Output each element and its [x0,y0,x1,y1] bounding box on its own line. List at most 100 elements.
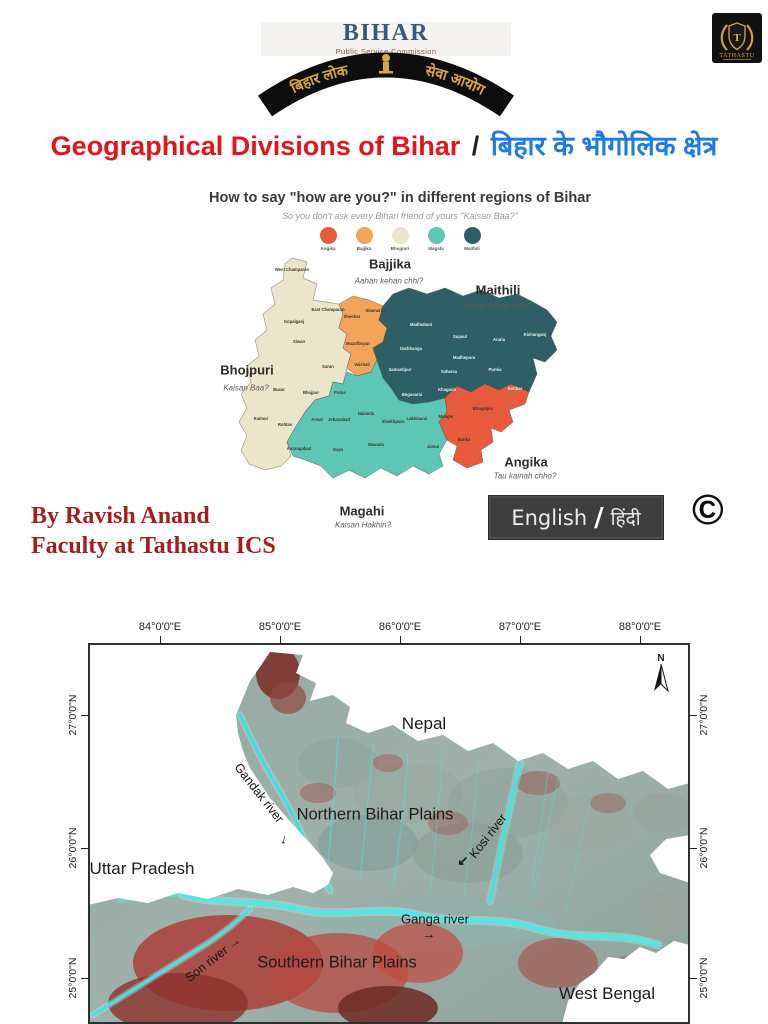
district-label: West Champaran [275,267,310,272]
district-label: Siwan [293,339,306,344]
label-uttar-pradesh: Uttar Pradesh [89,859,195,878]
region-phrase-angika: Tau kainah chho? [493,471,557,481]
x-tick-84E: 84°0'0"E [138,621,182,633]
y-tick-right-25N: 25°0'0"N [698,957,710,999]
laurel-wreath-icon [720,24,754,51]
north-label: N [657,653,664,664]
region-magahi [286,359,448,479]
author-line1: By Ravish Anand [31,503,210,529]
district-label: Begusarai [402,392,422,397]
district-label: Patna [334,390,346,395]
tathastu-monogram: T [733,32,741,44]
district-label: Gopalganj [284,319,304,324]
district-label: Sheikhpura [382,419,405,424]
label-southern-bihar-plains: Southern Bihar Plains [257,953,417,972]
legend-item: Bajjika [351,227,377,251]
legend-item: Magahi [423,227,449,251]
district-label: Jehanabad [328,417,350,422]
legend-color-dot [463,227,481,244]
legend-label: Bhojpuri [390,246,410,251]
district-label: Nawada [368,442,384,447]
district-label: Lakhisarai [407,416,428,421]
language-badge: English / हिंदी [488,495,664,540]
region-label-maithili: Maithili [475,282,521,298]
x-tick-mark [160,636,161,643]
y-tick-right-27N: 27°0'0"N [698,694,710,736]
y-tick-mark [81,848,88,849]
copyright-icon: © [692,486,724,534]
logo-background-band [261,22,511,56]
author-line2: Faculty at Tathastu ICS [31,533,276,559]
region-angika [438,383,530,469]
y-tick-mark [690,978,697,979]
page-title-separator: / [471,131,480,161]
legend-label: Bajjika [356,246,372,251]
district-label: Aurangabad [287,446,312,451]
bpsc-banner-arc: बिहार लोक सेवा आयोग [257,52,515,117]
figure-title: How to say "how are you?" in different r… [209,190,591,206]
x-tick-mark [640,636,641,643]
x-tick-88E: 88°0'0"E [618,621,662,633]
figure-subtitle: So you don't ask every Bihari friend of … [282,211,518,221]
y-tick-mark [690,715,697,716]
x-tick-85E: 85°0'0"E [258,621,302,633]
label-northern-bihar-plains: Northern Bihar Plains [296,805,454,824]
satellite-image [88,643,690,1024]
legend-item: Bhojpuri [387,227,413,251]
tathastu-name: TATHASTU [719,53,754,59]
tathastu-tagline-line [723,59,751,60]
shield-icon [728,22,746,51]
legend-color-dot [319,227,337,244]
badge-separator: / [594,502,604,533]
x-tick-mark [400,636,401,643]
language-map-figure: How to say "how are you?" in different r… [195,185,605,540]
district-label: Purnia [488,367,502,372]
y-tick-left-25N: 25°0'0"N [67,957,79,999]
y-tick-right-26N: 26°0'0"N [698,827,710,869]
district-label: Sheohar [344,314,361,319]
author-credit: By Ravish Anand Faculty at Tathastu ICS [31,501,276,561]
district-label: Nalanda [358,411,375,416]
region-label-bhojpuri: Bhojpuri [220,362,274,378]
label-ganga-river: Ganga river [401,911,469,927]
bpsc-logo: BIHAR Public Service Commission बिहार लो… [253,14,519,124]
y-tick-left-27N: 27°0'0"N [67,694,79,736]
bpsc-logo-subtitle: Public Service Commission [335,47,437,56]
x-tick-mark [520,636,521,643]
y-tick-mark [81,715,88,716]
district-label: Gaya [333,447,344,452]
district-label: Saran [322,364,334,369]
legend-color-dot [355,227,373,244]
ashoka-emblem-icon [379,54,393,74]
region-phrase-magahi: Kaisan Hakhin? [334,520,392,530]
x-tick-87E: 87°0'0"E [498,621,542,633]
district-label: Muzaffarpur [346,341,370,346]
district-label: Bhojpur [303,390,319,395]
y-tick-mark [81,978,88,979]
district-label: Darbhanga [400,346,423,351]
district-label: Kaimur [254,416,269,421]
region-label-magahi: Magahi [339,503,385,519]
district-labels: West Champaran East Champaran Gopalganj Siw… [254,267,547,452]
district-label: Sitamarhi [365,308,384,313]
page-title-english: Geographical Divisions of Bihar [50,131,461,161]
district-label: Bhagalpur [473,406,494,411]
district-label: Munger [438,414,453,419]
label-nepal: Nepal [401,714,447,733]
district-label: Katihar [508,386,523,391]
legend-color-dot [391,227,409,244]
region-label-bajjika: Bajjika [369,256,411,272]
district-label: Samastipur [389,367,412,372]
kosi-arrow-icon: ↙ [457,853,469,868]
district-label: Vaishali [354,362,370,367]
x-tick-mark [280,636,281,643]
region-phrase-bajjika: Aahan kehan chhi? [354,276,424,286]
district-label: Kishanganj [524,332,547,337]
district-label: Araria [493,337,506,342]
district-label: Madhepura [453,355,476,360]
legend-label: Angika [320,246,336,251]
district-label: Madhubani [410,322,432,327]
page-title: Geographical Divisions of Bihar / बिहार … [0,126,768,163]
badge-english-label: English [511,505,588,530]
x-tick-86E: 86°0'0"E [378,621,422,633]
